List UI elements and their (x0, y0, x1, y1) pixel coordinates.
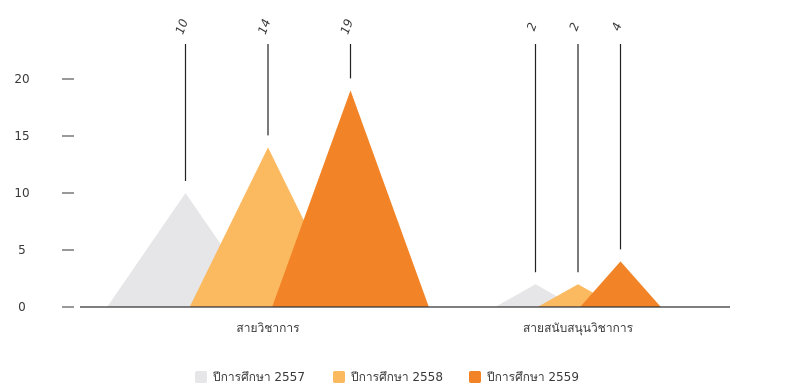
chart-peaks (107, 90, 661, 308)
x-axis-labels: สายวิชาการ สายสนับสนุนวิชาการ (236, 321, 633, 336)
legend-item-2557: ปีการศึกษา 2557 (195, 368, 305, 386)
y-tick-label: 5 (18, 243, 26, 257)
area-peak (580, 261, 661, 307)
legend: ปีการศึกษา 2557 ปีการศึกษา 2558 ปีการศึก… (0, 368, 790, 388)
data-label: 14 (255, 17, 273, 36)
y-tick-label: 0 (18, 300, 26, 314)
legend-label: ปีการศึกษา 2559 (487, 369, 579, 384)
y-axis: 0 5 10 15 20 (14, 72, 74, 314)
legend-item-2559: ปีการศึกษา 2559 (469, 368, 579, 386)
data-label: 2 (524, 21, 540, 33)
data-label: 19 (338, 17, 356, 36)
data-label: 4 (609, 21, 625, 33)
legend-swatch (333, 371, 345, 383)
legend-label: ปีการศึกษา 2558 (351, 369, 443, 384)
legend-swatch (469, 371, 481, 383)
chart-leaders (184, 44, 622, 273)
data-label: 10 (173, 17, 192, 36)
data-label: 2 (566, 21, 582, 33)
category-label: สายสนับสนุนวิชาการ (523, 321, 634, 336)
area-peak (272, 90, 429, 308)
y-tick-label: 15 (14, 129, 29, 143)
y-tick-label: 10 (14, 186, 29, 200)
legend-item-2558: ปีการศึกษา 2558 (333, 368, 443, 386)
y-tick-label: 20 (14, 72, 29, 86)
data-labels: 10 14 19 2 2 4 (173, 17, 625, 36)
legend-swatch (195, 371, 207, 383)
category-label: สายวิชาการ (236, 321, 300, 335)
legend-label: ปีการศึกษา 2557 (213, 369, 305, 384)
